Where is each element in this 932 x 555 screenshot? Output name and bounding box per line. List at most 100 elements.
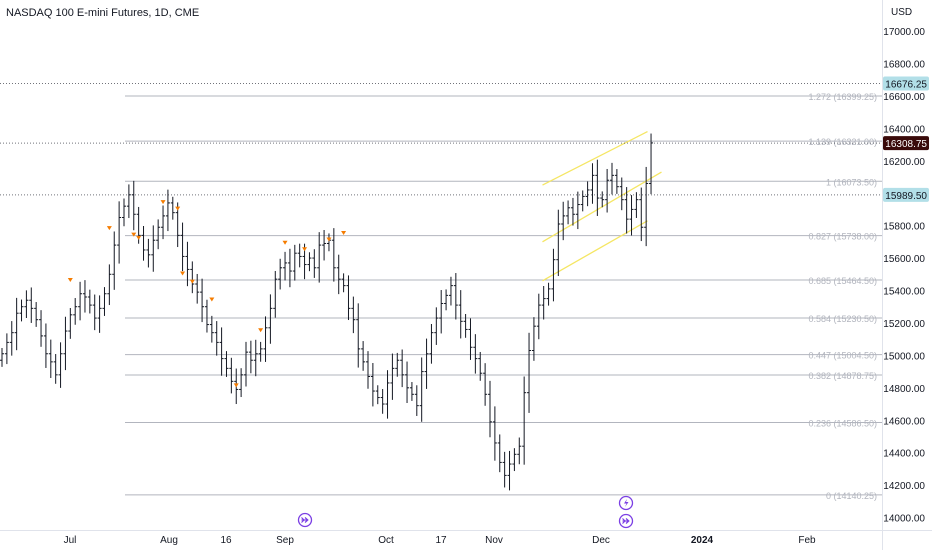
time-axis[interactable]: Jul Aug 16 Sep Oct 17 Nov Dec 2024 Feb bbox=[0, 530, 932, 547]
time-tick-label: Nov bbox=[485, 535, 503, 546]
ohlc-bar bbox=[385, 370, 390, 419]
ohlc-bar bbox=[483, 363, 488, 406]
ohlc-bar bbox=[117, 201, 122, 264]
time-tick-label: 16 bbox=[220, 535, 232, 546]
price-tick-label: 16800.00 bbox=[883, 59, 925, 70]
ohlc-bar bbox=[204, 299, 209, 333]
time-tick-label: Feb bbox=[798, 535, 816, 546]
lightning-circle-icon[interactable] bbox=[618, 495, 634, 511]
ohlc-bar bbox=[400, 349, 405, 388]
time-tick-label: Aug bbox=[160, 535, 178, 546]
arrow-right-circle-icon[interactable] bbox=[297, 512, 313, 528]
ohlc-bar bbox=[624, 187, 629, 234]
ohlc-bar bbox=[131, 180, 136, 231]
fibonacci-retracement[interactable] bbox=[125, 95, 882, 496]
ohlc-bar bbox=[268, 294, 273, 344]
ohlc-bar bbox=[434, 307, 439, 345]
ohlc-bar bbox=[492, 406, 497, 461]
price-tick-label: 14200.00 bbox=[883, 481, 925, 492]
ohlc-bar bbox=[468, 318, 473, 360]
ohlc-bar bbox=[522, 376, 527, 465]
ohlc-bar bbox=[39, 310, 44, 347]
ohlc-bar bbox=[556, 209, 561, 277]
ohlc-bar bbox=[68, 308, 73, 339]
ohlc-bar bbox=[180, 222, 185, 272]
ohlc-bar bbox=[156, 219, 161, 250]
ohlc-bar bbox=[122, 198, 126, 227]
ohlc-bar bbox=[200, 278, 205, 323]
price-tick-label: 17000.00 bbox=[883, 27, 925, 38]
ohlc-bar bbox=[92, 294, 97, 331]
ohlc-bar bbox=[322, 230, 327, 261]
ohlc-bar bbox=[478, 351, 483, 381]
ohlc-bar bbox=[214, 321, 219, 356]
signal-marker bbox=[106, 226, 112, 231]
ohlc-bar bbox=[629, 195, 634, 236]
ohlc-bar bbox=[546, 282, 551, 306]
ohlc-bar bbox=[590, 163, 595, 204]
ohlc-bar bbox=[126, 184, 131, 219]
ohlc-bar bbox=[141, 225, 146, 261]
ohlc-bar bbox=[165, 189, 170, 232]
ohlc-bar bbox=[244, 341, 248, 387]
ohlc-bar bbox=[283, 251, 288, 281]
price-tag-label: 16308.75 bbox=[885, 139, 927, 150]
event-icons[interactable] bbox=[297, 495, 634, 529]
signal-marker bbox=[302, 247, 308, 252]
ohlc-bar bbox=[87, 289, 92, 314]
ohlc-bar bbox=[336, 254, 341, 295]
signal-marker bbox=[160, 200, 166, 205]
ohlc-bar bbox=[4, 333, 9, 365]
ohlc-bar bbox=[575, 191, 580, 230]
ohlc-bar bbox=[429, 323, 434, 364]
price-tick-label: 16600.00 bbox=[883, 92, 925, 103]
ohlc-bar bbox=[414, 385, 419, 416]
fib-level-label: 0.447 (15004.50) bbox=[808, 351, 877, 361]
chart-title: NASDAQ 100 E-mini Futures, 1D, CME bbox=[6, 7, 199, 19]
channel-line-lower[interactable] bbox=[542, 220, 648, 282]
time-tick-label: Oct bbox=[378, 535, 394, 546]
signal-marker bbox=[258, 328, 264, 333]
ohlc-bar bbox=[341, 273, 346, 293]
price-tick-label: 15000.00 bbox=[883, 351, 925, 362]
ohlc-bar bbox=[375, 385, 380, 405]
ohlc-bar bbox=[146, 238, 151, 268]
ohlc-bar bbox=[458, 290, 463, 339]
ohlc-bar bbox=[610, 162, 614, 195]
ohlc-bar bbox=[351, 296, 356, 334]
signal-markers bbox=[67, 200, 347, 388]
ohlc-bar bbox=[24, 290, 29, 319]
ohlc-bar bbox=[48, 339, 53, 379]
time-tick-label: Dec bbox=[592, 535, 610, 546]
ohlc-bar bbox=[527, 332, 532, 413]
ohlc-bar bbox=[253, 339, 258, 377]
ohlc-bar bbox=[634, 192, 639, 218]
currency-label: USD bbox=[891, 7, 912, 18]
ohlc-bar bbox=[170, 196, 175, 220]
price-tag: 15989.50 bbox=[883, 187, 929, 202]
ohlc-bar bbox=[463, 313, 468, 338]
time-tick-label: 17 bbox=[435, 535, 447, 546]
ohlc-bar bbox=[346, 275, 351, 321]
ohlc-bar bbox=[58, 342, 63, 388]
ohlc-bar bbox=[312, 249, 317, 278]
ohlc-bar bbox=[78, 281, 83, 321]
time-tick-label: 2024 bbox=[691, 535, 714, 546]
arrow-right-circle-icon[interactable] bbox=[618, 513, 634, 529]
signal-marker bbox=[233, 383, 239, 388]
ohlc-bar bbox=[361, 341, 366, 371]
ohlc-bar bbox=[248, 340, 253, 374]
ohlc-bar bbox=[473, 334, 478, 374]
ohlc-bar bbox=[82, 280, 87, 313]
channel-line-upper[interactable] bbox=[542, 130, 648, 186]
ohlc-bar bbox=[97, 295, 102, 333]
ohlc-bar bbox=[102, 287, 107, 316]
ohlc-bar bbox=[439, 290, 444, 334]
ohlc-bar bbox=[536, 293, 541, 340]
fibonacci-labels: 1.272 (16399.25) 1.139 (16321.00) 1 (16073… bbox=[808, 92, 877, 501]
ohlc-bar bbox=[639, 187, 644, 242]
price-tick-label: 16400.00 bbox=[883, 124, 925, 135]
fib-level-label: 0.827 (15738.00) bbox=[808, 232, 877, 242]
